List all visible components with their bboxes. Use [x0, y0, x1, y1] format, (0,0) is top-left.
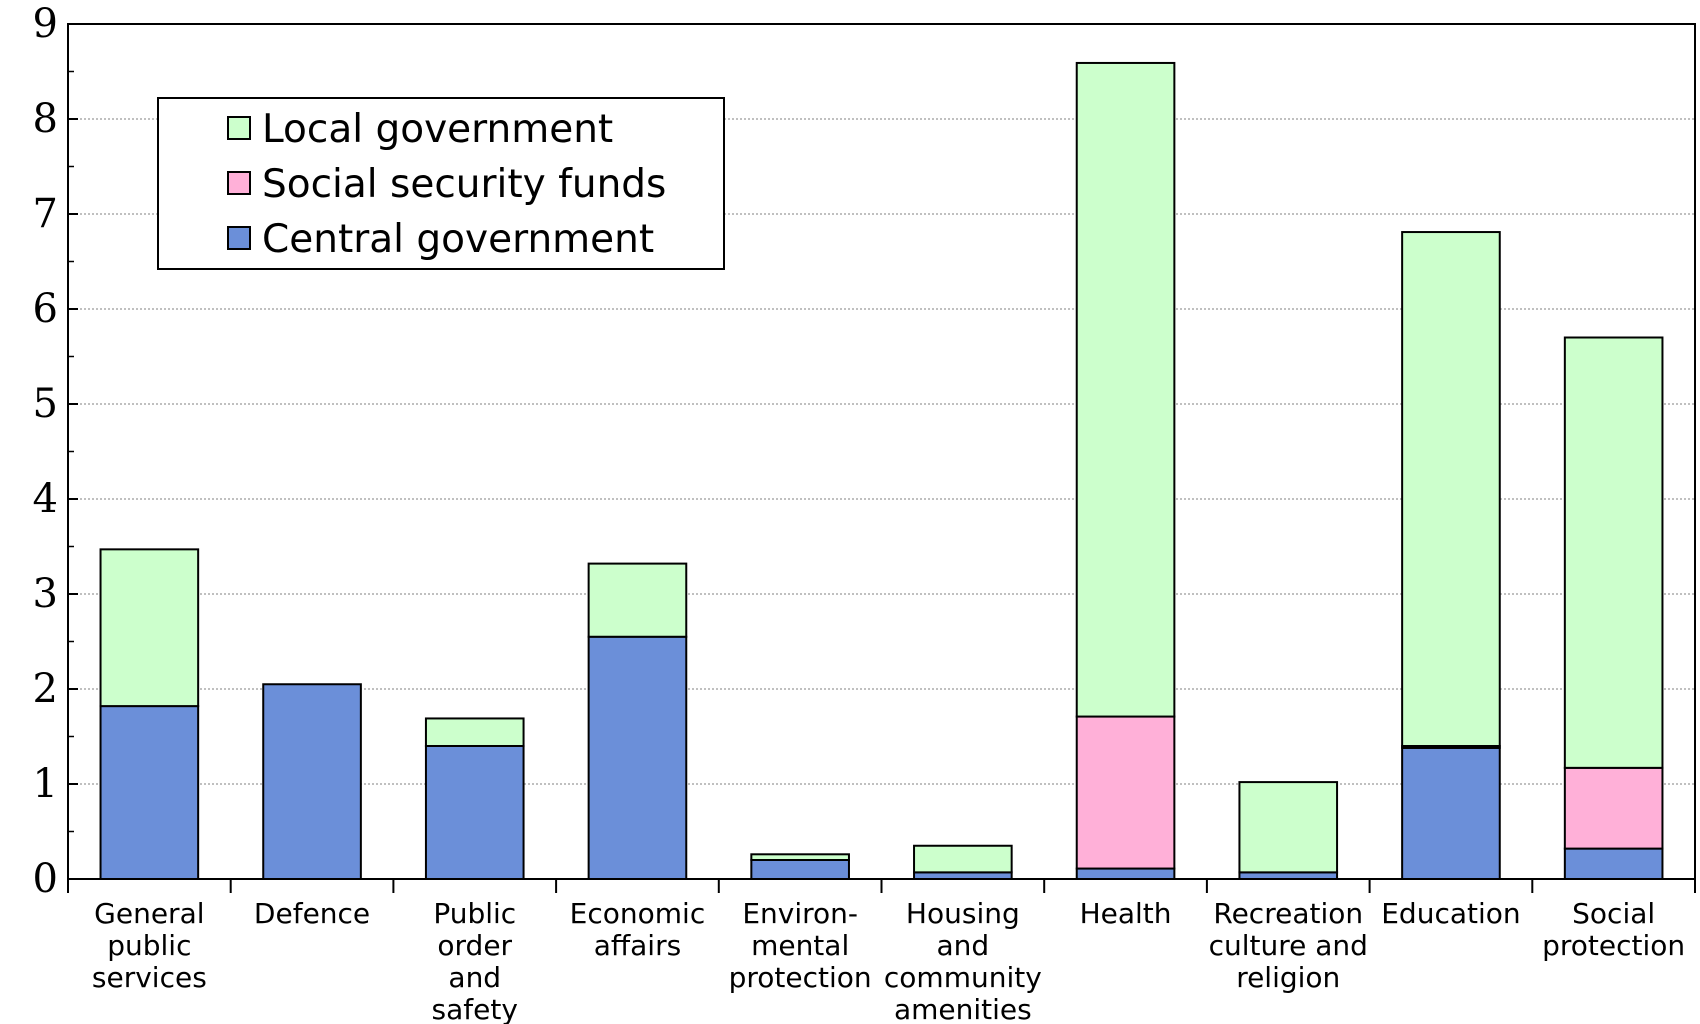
x-tick-label: Housing and community amenities — [884, 897, 1042, 1024]
x-tick-label: General public services — [92, 897, 207, 994]
x-tick-label-line: and — [937, 929, 990, 962]
bar-segment-local-government — [1077, 63, 1175, 717]
legend-swatch — [228, 117, 250, 139]
bar-segment-local-government — [1402, 232, 1500, 746]
y-tick-label: 3 — [33, 571, 58, 617]
bar-segment-local-government — [914, 846, 1012, 873]
x-tick-label: Economic affairs — [570, 897, 706, 962]
y-tick-label: 7 — [33, 191, 58, 237]
x-tick-label: Recreation culture and religion — [1209, 897, 1368, 994]
x-tick-label: Education — [1381, 897, 1520, 930]
x-tick-label-line: General — [94, 897, 204, 930]
bar-segment-central-government — [1565, 849, 1663, 879]
y-axis-ticks: 0 1 2 3 4 5 6 7 8 9 — [33, 1, 58, 902]
x-tick-label: Health — [1080, 897, 1172, 930]
x-tick-label-line: protection — [729, 961, 872, 994]
x-tick-label-line: Environ- — [742, 897, 858, 930]
x-tick-label-line: services — [92, 961, 207, 994]
bar-segment-local-government — [751, 854, 849, 860]
bar-segment-central-government — [263, 684, 361, 879]
x-tick-label-line: Public — [433, 897, 516, 930]
x-tick-label: Defence — [254, 897, 370, 930]
y-tick-label: 6 — [33, 286, 58, 332]
bar-segment-local-government — [101, 549, 199, 706]
legend-label: Local government — [262, 107, 613, 152]
bar-segment-central-government — [589, 637, 687, 879]
x-tick-label: Social protection — [1542, 897, 1685, 962]
y-tick-label: 8 — [33, 96, 58, 142]
y-tick-label: 9 — [33, 1, 58, 47]
x-tick-label-line: mental — [751, 929, 849, 962]
y-tick-label: 1 — [33, 761, 58, 807]
x-tick-label-line: culture and — [1209, 929, 1368, 962]
x-tick-label: Environ-mental protection — [729, 897, 872, 994]
bar-segment-central-government — [426, 746, 524, 879]
y-tick-label: 5 — [33, 381, 58, 427]
legend-swatch — [228, 172, 250, 194]
legend-label: Central government — [262, 217, 654, 262]
bar-segment-social-security-funds — [1565, 768, 1663, 849]
bar-segment-social-security-funds — [1077, 717, 1175, 869]
legend: Local government Social security funds Cen… — [158, 98, 724, 269]
x-tick-label-line: safety — [432, 993, 518, 1024]
x-tick-label-line: affairs — [594, 929, 682, 962]
bar-segment-central-government — [1077, 869, 1175, 879]
bar-segment-local-government — [1565, 338, 1663, 768]
x-tick-label-line: order — [437, 929, 512, 962]
x-tick-label-line: Housing — [906, 897, 1020, 930]
x-tick-label-line: and — [448, 961, 501, 994]
bar-segment-local-government — [589, 564, 687, 637]
x-tick-label-line: Health — [1080, 897, 1172, 930]
x-tick-label-line: Education — [1381, 897, 1520, 930]
legend-swatch — [228, 227, 250, 249]
bar-segment-local-government — [426, 718, 524, 746]
bar-segment-local-government — [1239, 782, 1337, 872]
y-tick-label: 2 — [33, 666, 58, 712]
bar-segment-central-government — [101, 706, 199, 879]
x-tick-label-line: Recreation — [1213, 897, 1363, 930]
bar-segment-central-government — [1402, 748, 1500, 879]
x-tick-label-line: Economic — [570, 897, 706, 930]
x-tick-label-line: protection — [1542, 929, 1685, 962]
x-tick-label-line: amenities — [894, 993, 1032, 1024]
x-tick-label-line: Social — [1572, 897, 1655, 930]
x-tick-label: Public order and safety — [432, 897, 518, 1024]
x-tick-label-line: community — [884, 961, 1042, 994]
y-tick-label: 4 — [33, 476, 58, 522]
x-tick-label-line: religion — [1236, 961, 1340, 994]
x-tick-label-line: Defence — [254, 897, 370, 930]
y-tick-label: 0 — [33, 856, 58, 902]
x-tick-label-line: public — [107, 929, 191, 962]
legend-label: Social security funds — [262, 162, 666, 207]
bar-segment-central-government — [751, 860, 849, 879]
